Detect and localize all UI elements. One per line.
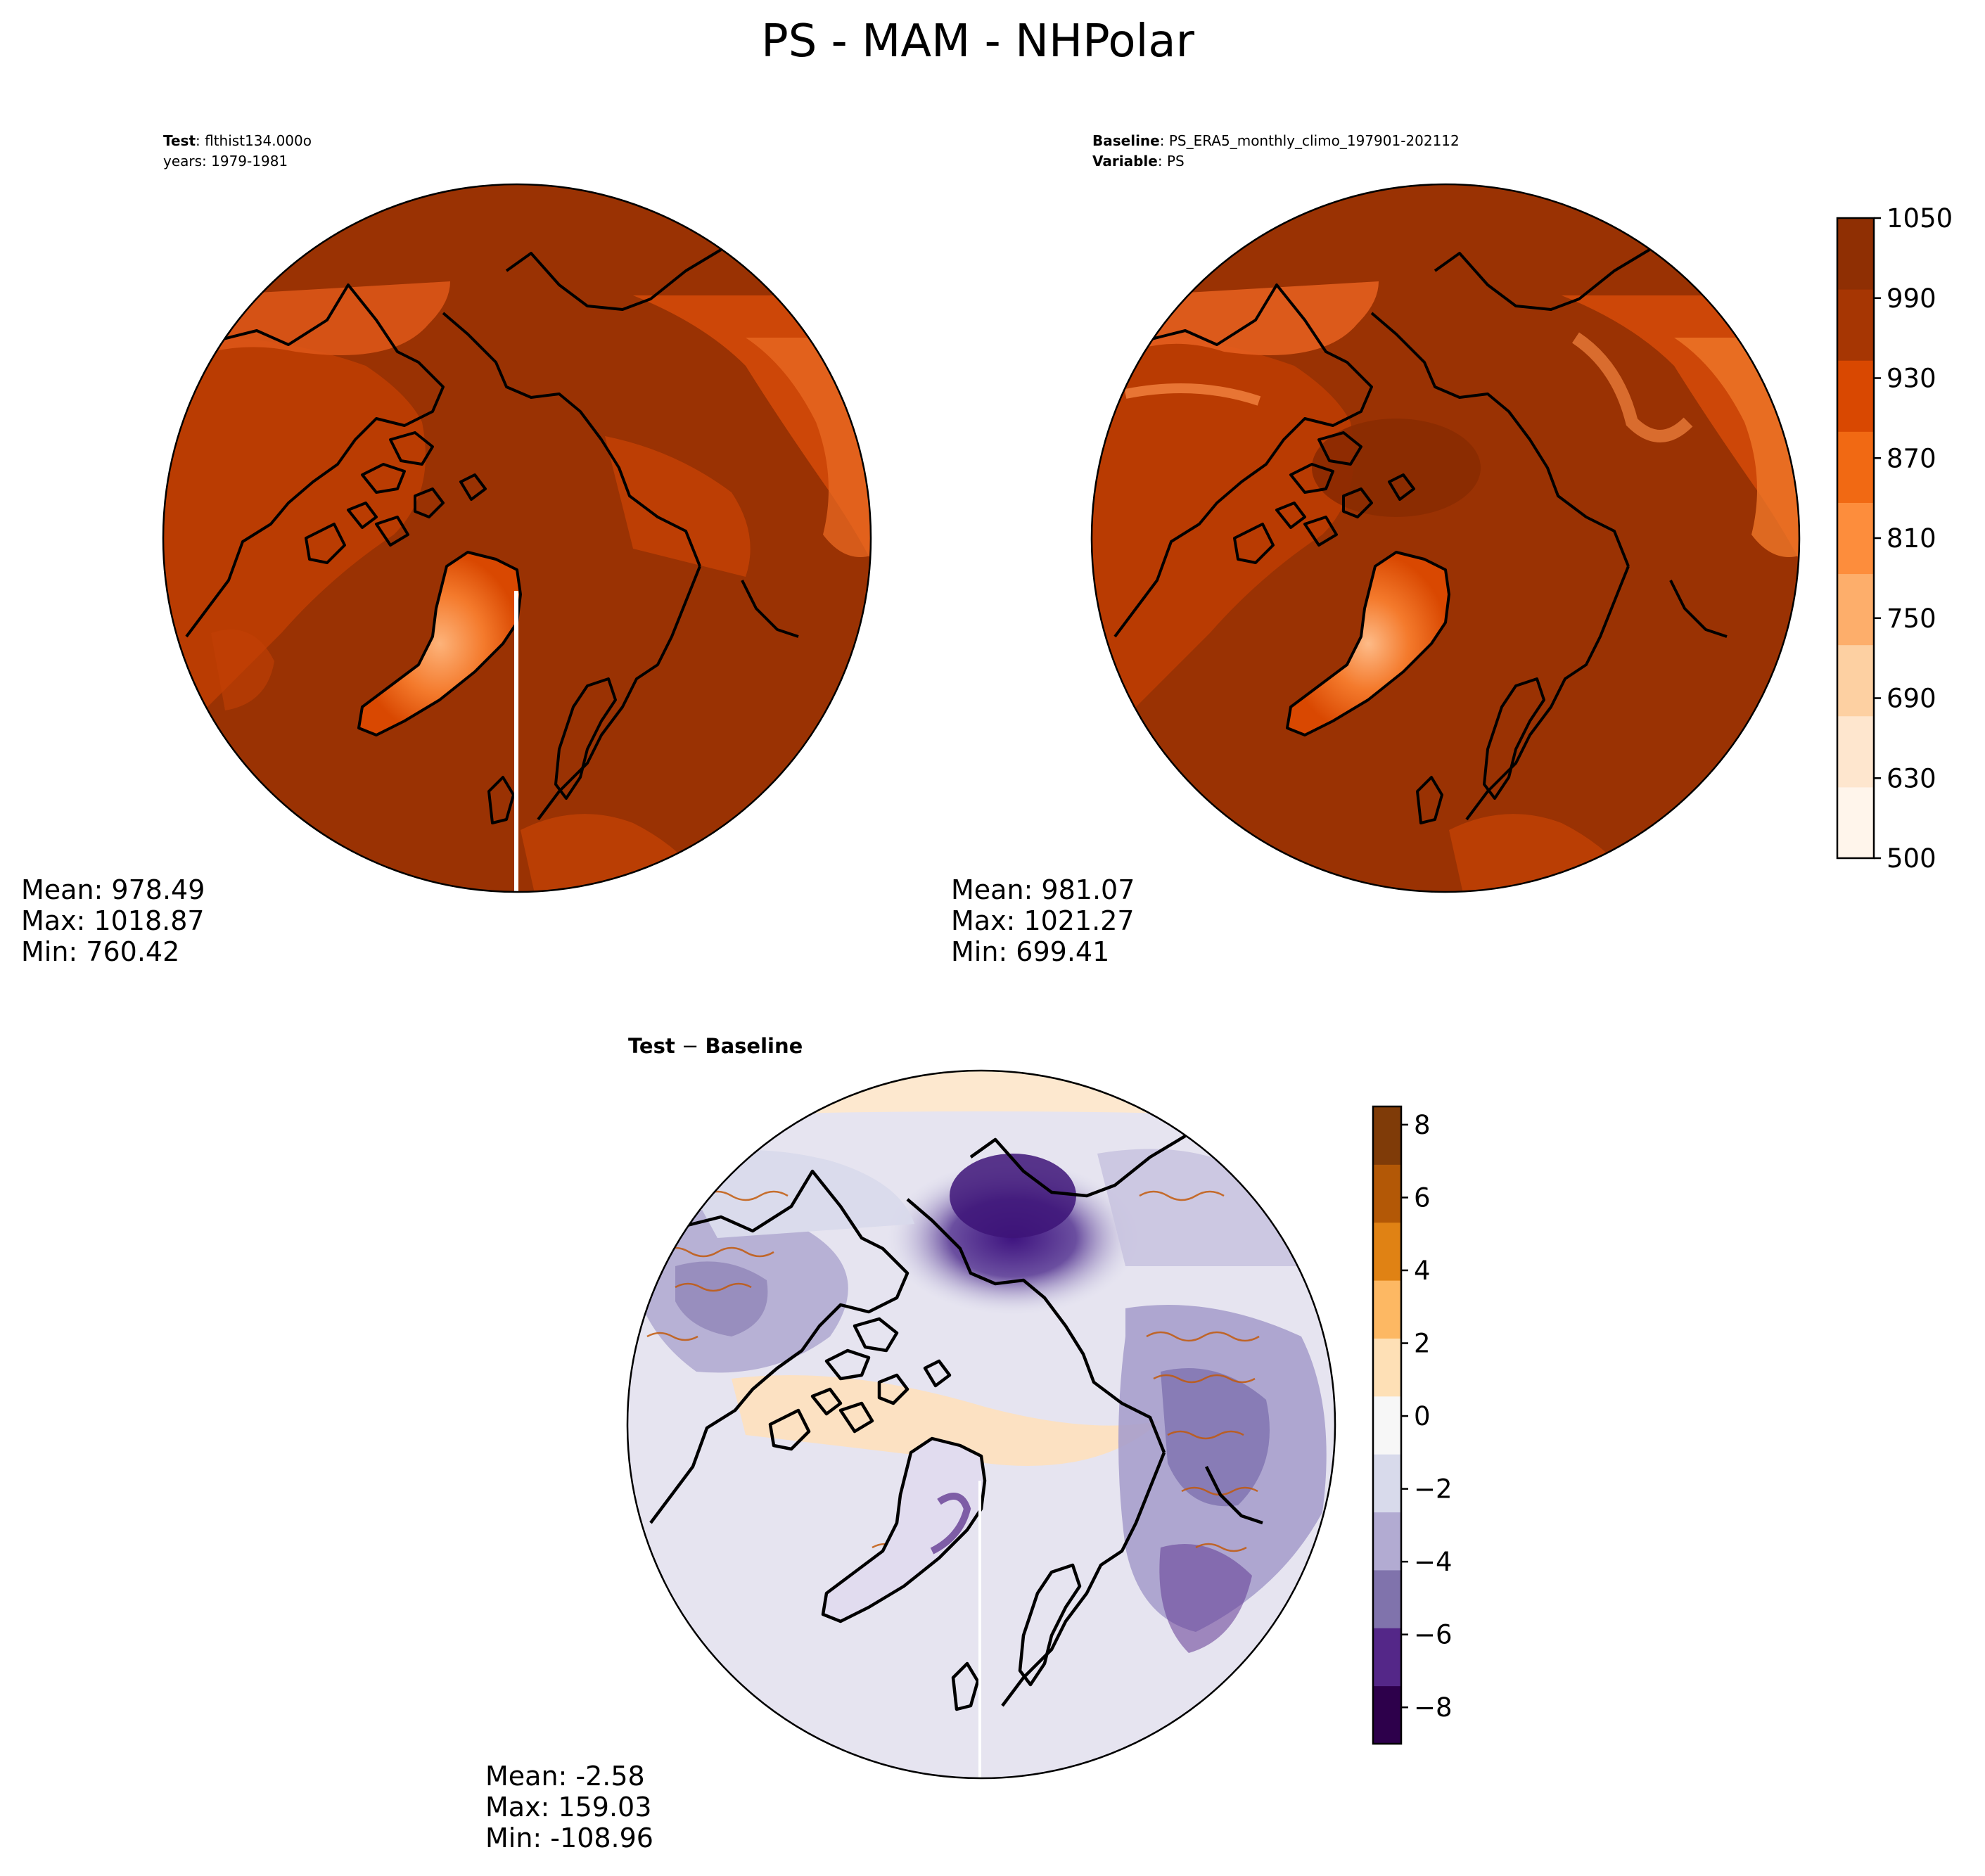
colorbar-swatch — [1373, 1280, 1401, 1339]
baseline-map — [1092, 184, 1799, 892]
variable-label: Variable — [1092, 153, 1158, 170]
colorbar-swatch — [1373, 1512, 1401, 1571]
colorbar-swatch — [1373, 1569, 1401, 1628]
main-colorbar: 500 630 690 750 810 870 930 990 1050 — [1836, 203, 1953, 874]
colorbar-swatch — [1837, 218, 1874, 290]
colorbar-tick-label: 1050 — [1887, 203, 1953, 234]
baseline-dataset-name: : PS_ERA5_monthly_climo_197901-202112 — [1160, 132, 1460, 149]
difference-header: Test − Baseline — [628, 1034, 803, 1058]
colorbar-tick-label: 8 — [1414, 1110, 1431, 1140]
difference-colorbar: −8 −6 −4 −2 0 2 4 6 8 — [1372, 1105, 1453, 1745]
colorbar-swatch — [1837, 289, 1874, 361]
colorbar-tick-label: 690 — [1887, 684, 1936, 714]
baseline-min: Min: 699.41 — [951, 936, 1109, 967]
test-map — [163, 184, 871, 892]
colorbar-swatch — [1373, 1685, 1401, 1744]
difference-min: Min: -108.96 — [485, 1823, 653, 1853]
colorbar-tick-label: 630 — [1887, 763, 1936, 793]
colorbar-swatch — [1373, 1338, 1401, 1397]
test-years: years: 1979-1981 — [163, 153, 288, 170]
baseline-mean: Mean: 981.07 — [951, 874, 1135, 905]
colorbar-swatch — [1837, 644, 1874, 717]
colorbar-swatch — [1837, 573, 1874, 646]
difference-mean: Mean: -2.58 — [485, 1761, 645, 1792]
colorbar-tick-label: −4 — [1414, 1547, 1453, 1577]
difference-panel: Test − Baseline — [485, 1034, 1336, 1853]
colorbar-tick-label: 870 — [1887, 443, 1936, 473]
colorbar-swatch — [1373, 1222, 1401, 1281]
colorbar-swatch — [1837, 715, 1874, 788]
colorbar-tick-label: 2 — [1414, 1329, 1431, 1359]
test-label: Test — [163, 132, 196, 149]
baseline-header-line1: Baseline: PS_ERA5_monthly_climo_197901-2… — [1092, 132, 1460, 149]
colorbar-tick-label: −2 — [1414, 1474, 1453, 1505]
test-min: Min: 760.42 — [21, 936, 179, 967]
colorbar-tick-label: −8 — [1414, 1692, 1453, 1723]
baseline-label: Baseline — [1092, 132, 1160, 149]
difference-operator: − — [675, 1034, 706, 1058]
difference-test-label: Test — [628, 1034, 675, 1058]
difference-max: Max: 159.03 — [485, 1792, 651, 1823]
colorbar-tick-label: 750 — [1887, 604, 1936, 634]
baseline-header-line2: Variable: PS — [1092, 153, 1185, 170]
baseline-panel: Baseline: PS_ERA5_monthly_climo_197901-2… — [951, 132, 1801, 967]
variable-name: : PS — [1158, 153, 1185, 170]
test-case-name: : flthist134.000o — [196, 132, 312, 149]
colorbar-swatch — [1837, 360, 1874, 432]
baseline-max: Max: 1021.27 — [951, 905, 1135, 936]
colorbar-swatch — [1837, 786, 1874, 859]
test-mean: Mean: 978.49 — [21, 874, 205, 905]
test-header-line1: Test: flthist134.000o — [163, 132, 312, 149]
colorbar-swatch — [1837, 502, 1874, 575]
colorbar-tick-label: 500 — [1887, 843, 1936, 874]
test-max: Max: 1018.87 — [21, 905, 205, 936]
colorbar-tick-label: 0 — [1414, 1401, 1431, 1431]
difference-baseline-label: Baseline — [705, 1034, 803, 1058]
difference-map — [627, 1071, 1335, 1778]
colorbar-swatch — [1373, 1164, 1401, 1223]
colorbar-tick-label: 810 — [1887, 523, 1936, 554]
colorbar-swatch — [1837, 431, 1874, 503]
colorbar-tick-label: 4 — [1414, 1256, 1431, 1286]
colorbar-swatch — [1373, 1628, 1401, 1687]
colorbar-tick-label: −6 — [1414, 1620, 1453, 1650]
test-panel: Test: flthist134.000o years: 1979-1981 — [21, 132, 872, 967]
colorbar-swatch — [1373, 1396, 1401, 1455]
figure-title: PS - MAM - NHPolar — [761, 15, 1194, 68]
colorbar-tick-label: 6 — [1414, 1182, 1431, 1213]
colorbar-tick-label: 990 — [1887, 283, 1936, 314]
colorbar-swatch — [1373, 1106, 1401, 1165]
colorbar-tick-label: 930 — [1887, 364, 1936, 394]
colorbar-swatch — [1373, 1454, 1401, 1513]
